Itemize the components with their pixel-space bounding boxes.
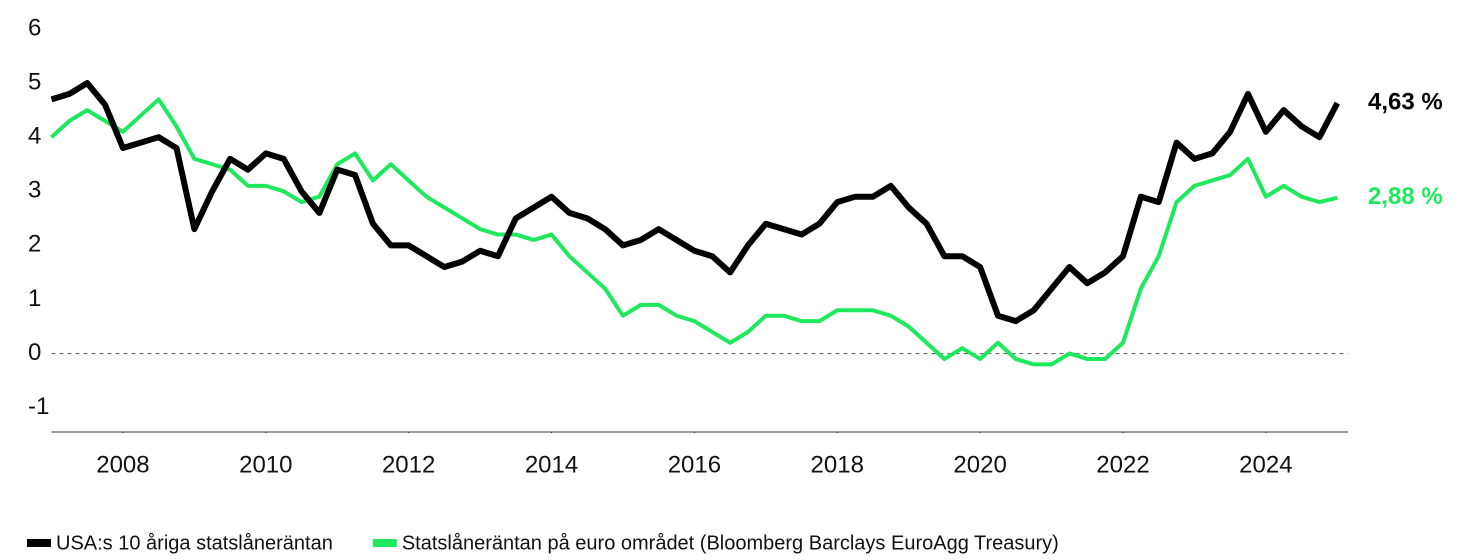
x-tick-label: 2010 — [239, 451, 292, 478]
y-tick-label: 1 — [28, 285, 41, 312]
end-label: 2,88 % — [1368, 183, 1443, 210]
series-line — [50, 97, 1338, 367]
y-tick-label: 4 — [28, 123, 41, 150]
x-tick-label: 2012 — [382, 451, 435, 478]
x-tick-label: 2014 — [525, 451, 578, 478]
legend-label: Statslåneräntan på euro området (Bloombe… — [402, 532, 1059, 554]
series-line — [50, 80, 1340, 325]
y-tick-label: 6 — [28, 14, 41, 41]
end-label: 4,63 % — [1368, 88, 1443, 115]
y-tick-label: 3 — [28, 177, 41, 204]
legend-swatch — [27, 539, 51, 547]
y-tick-label: 0 — [28, 339, 41, 366]
y-tick-label: 5 — [28, 68, 41, 95]
legend-swatch — [372, 539, 397, 547]
legend-label: USA:s 10 åriga statslåneräntan — [56, 532, 333, 554]
x-tick-label: 2024 — [1239, 451, 1292, 478]
y-tick-label: 2 — [28, 231, 41, 258]
x-tick-label: 2018 — [811, 451, 864, 478]
x-tick-label: 2020 — [953, 451, 1006, 478]
y-tick-label: -1 — [28, 393, 49, 420]
x-tick-label: 2016 — [668, 451, 721, 478]
x-tick-label: 2022 — [1096, 451, 1149, 478]
x-tick-label: 2008 — [96, 451, 149, 478]
